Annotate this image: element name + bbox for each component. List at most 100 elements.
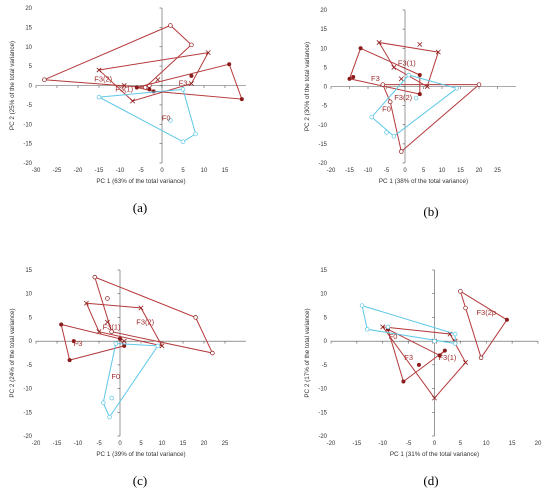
- data-point-stroke: [83, 300, 89, 306]
- data-point-open: [391, 133, 397, 139]
- x-tick-label: -15: [353, 441, 362, 447]
- x-tick-label: 5: [139, 441, 143, 447]
- x-tick-label: 15: [457, 168, 464, 174]
- data-point-open: [454, 86, 460, 91]
- group-label: F3: [404, 353, 413, 362]
- data-point-open: [413, 95, 419, 101]
- panel-label: (c): [133, 473, 147, 488]
- data-point-stroke: [96, 67, 102, 73]
- data-point-x: [435, 49, 441, 55]
- group-label: F3(1): [115, 84, 133, 93]
- data-point-open: [463, 305, 468, 311]
- data-point-filled: [504, 317, 509, 322]
- group-label: F0: [162, 113, 171, 122]
- data-point-filled: [351, 74, 356, 79]
- data-point-stroke: [417, 41, 423, 47]
- y-tick-label: -10: [23, 387, 32, 393]
- data-point-open: [452, 341, 458, 346]
- group-label: F3: [371, 74, 380, 83]
- x-tick-label: 0: [118, 441, 122, 447]
- data-point-stroke: [380, 324, 386, 330]
- data-point-filled: [71, 339, 76, 344]
- data-point-filled: [416, 362, 421, 367]
- y-tick-label: 20: [25, 6, 32, 12]
- data-point-open: [168, 118, 173, 123]
- y-tick-label: -20: [23, 161, 32, 167]
- group-label: F3: [179, 79, 188, 88]
- data-point-filled: [227, 62, 232, 67]
- x-tick-label: 15: [222, 168, 229, 174]
- group-label: F3(2p: [476, 308, 496, 317]
- data-point-filled: [118, 336, 122, 341]
- group-label: F3(2): [136, 318, 154, 327]
- x-tick-label: -20: [327, 441, 336, 447]
- data-point-stroke: [104, 319, 110, 325]
- y-tick-label: -5: [27, 363, 33, 369]
- x-tick-label: -5: [96, 441, 102, 447]
- y-tick-label: 10: [25, 292, 32, 298]
- data-point-x: [130, 98, 136, 104]
- data-point-x: [463, 360, 469, 365]
- y-tick-label: -15: [318, 410, 327, 416]
- hull-f0: [97, 88, 197, 143]
- data-point-open: [359, 303, 365, 308]
- x-tick-label: 20: [201, 441, 208, 447]
- data-point-x: [417, 41, 423, 47]
- x-tick-label: 10: [483, 441, 490, 447]
- x-tick-label: -15: [53, 441, 62, 447]
- x-tick-label: 25: [494, 168, 501, 174]
- data-point-x: [188, 81, 194, 87]
- x-tick-label: -20: [32, 441, 41, 447]
- y-tick-label: 5: [324, 315, 328, 321]
- x-axis-title: PC 1 (63% of the total variance): [96, 178, 185, 185]
- pca-panel-1: -30 -25 -20 -15 -10 -5 0 5 10 15 -20 -15 -10 -5 0 5 10 15…: [9, 6, 246, 215]
- x-tick-label: -20: [327, 168, 336, 174]
- data-point-filled: [67, 358, 72, 363]
- data-point-open: [476, 82, 482, 87]
- data-point-x: [398, 76, 404, 82]
- x-tick-label: -5: [406, 441, 412, 447]
- group-label: F0: [111, 372, 120, 381]
- y-tick-label: 0: [324, 339, 328, 345]
- data-point-open: [42, 77, 47, 82]
- group-label: F3(1): [398, 58, 416, 67]
- data-point-x: [104, 319, 110, 325]
- y-tick-label: -15: [23, 142, 32, 148]
- x-tick-label: 20: [476, 168, 483, 174]
- data-point-stroke: [398, 76, 404, 82]
- data-point-x: [138, 305, 144, 311]
- y-tick-label: 0: [29, 339, 33, 345]
- y-tick-label: 10: [320, 46, 327, 52]
- data-point-open: [399, 149, 404, 154]
- x-tick-label: 10: [201, 168, 208, 174]
- data-point-filled: [189, 73, 194, 78]
- y-tick-label: 15: [320, 27, 327, 33]
- y-tick-label: 5: [29, 315, 33, 321]
- data-point-open: [384, 130, 389, 135]
- x-tick-label: 0: [403, 168, 407, 174]
- group-label: F3: [74, 339, 83, 348]
- data-point-filled: [347, 76, 352, 81]
- group-label: F3(1): [103, 322, 121, 331]
- data-point-open: [406, 72, 411, 78]
- data-point-open: [432, 338, 437, 344]
- hull-f3: [348, 47, 421, 95]
- y-tick-label: -20: [318, 161, 327, 167]
- data-point-stroke: [138, 305, 144, 311]
- x-axis-title: PC 1 (31% of the total variance): [390, 451, 479, 458]
- data-point-stroke: [188, 81, 194, 87]
- data-point-open: [113, 341, 119, 346]
- panel-label: (a): [133, 200, 147, 215]
- x-axis-title: PC 1 (39% of the total variance): [96, 451, 185, 458]
- data-point-filled: [358, 46, 363, 51]
- group-label: F3(2): [94, 75, 112, 84]
- data-point-stroke: [205, 50, 211, 56]
- x-tick-label: 5: [459, 441, 463, 447]
- y-tick-label: -15: [318, 142, 327, 148]
- y-tick-label: 15: [320, 268, 327, 274]
- x-tick-label: 15: [180, 441, 187, 447]
- data-point-open: [458, 289, 463, 294]
- data-point-open: [193, 315, 198, 320]
- y-tick-label: -5: [322, 104, 328, 110]
- x-tick-label: 10: [439, 168, 446, 174]
